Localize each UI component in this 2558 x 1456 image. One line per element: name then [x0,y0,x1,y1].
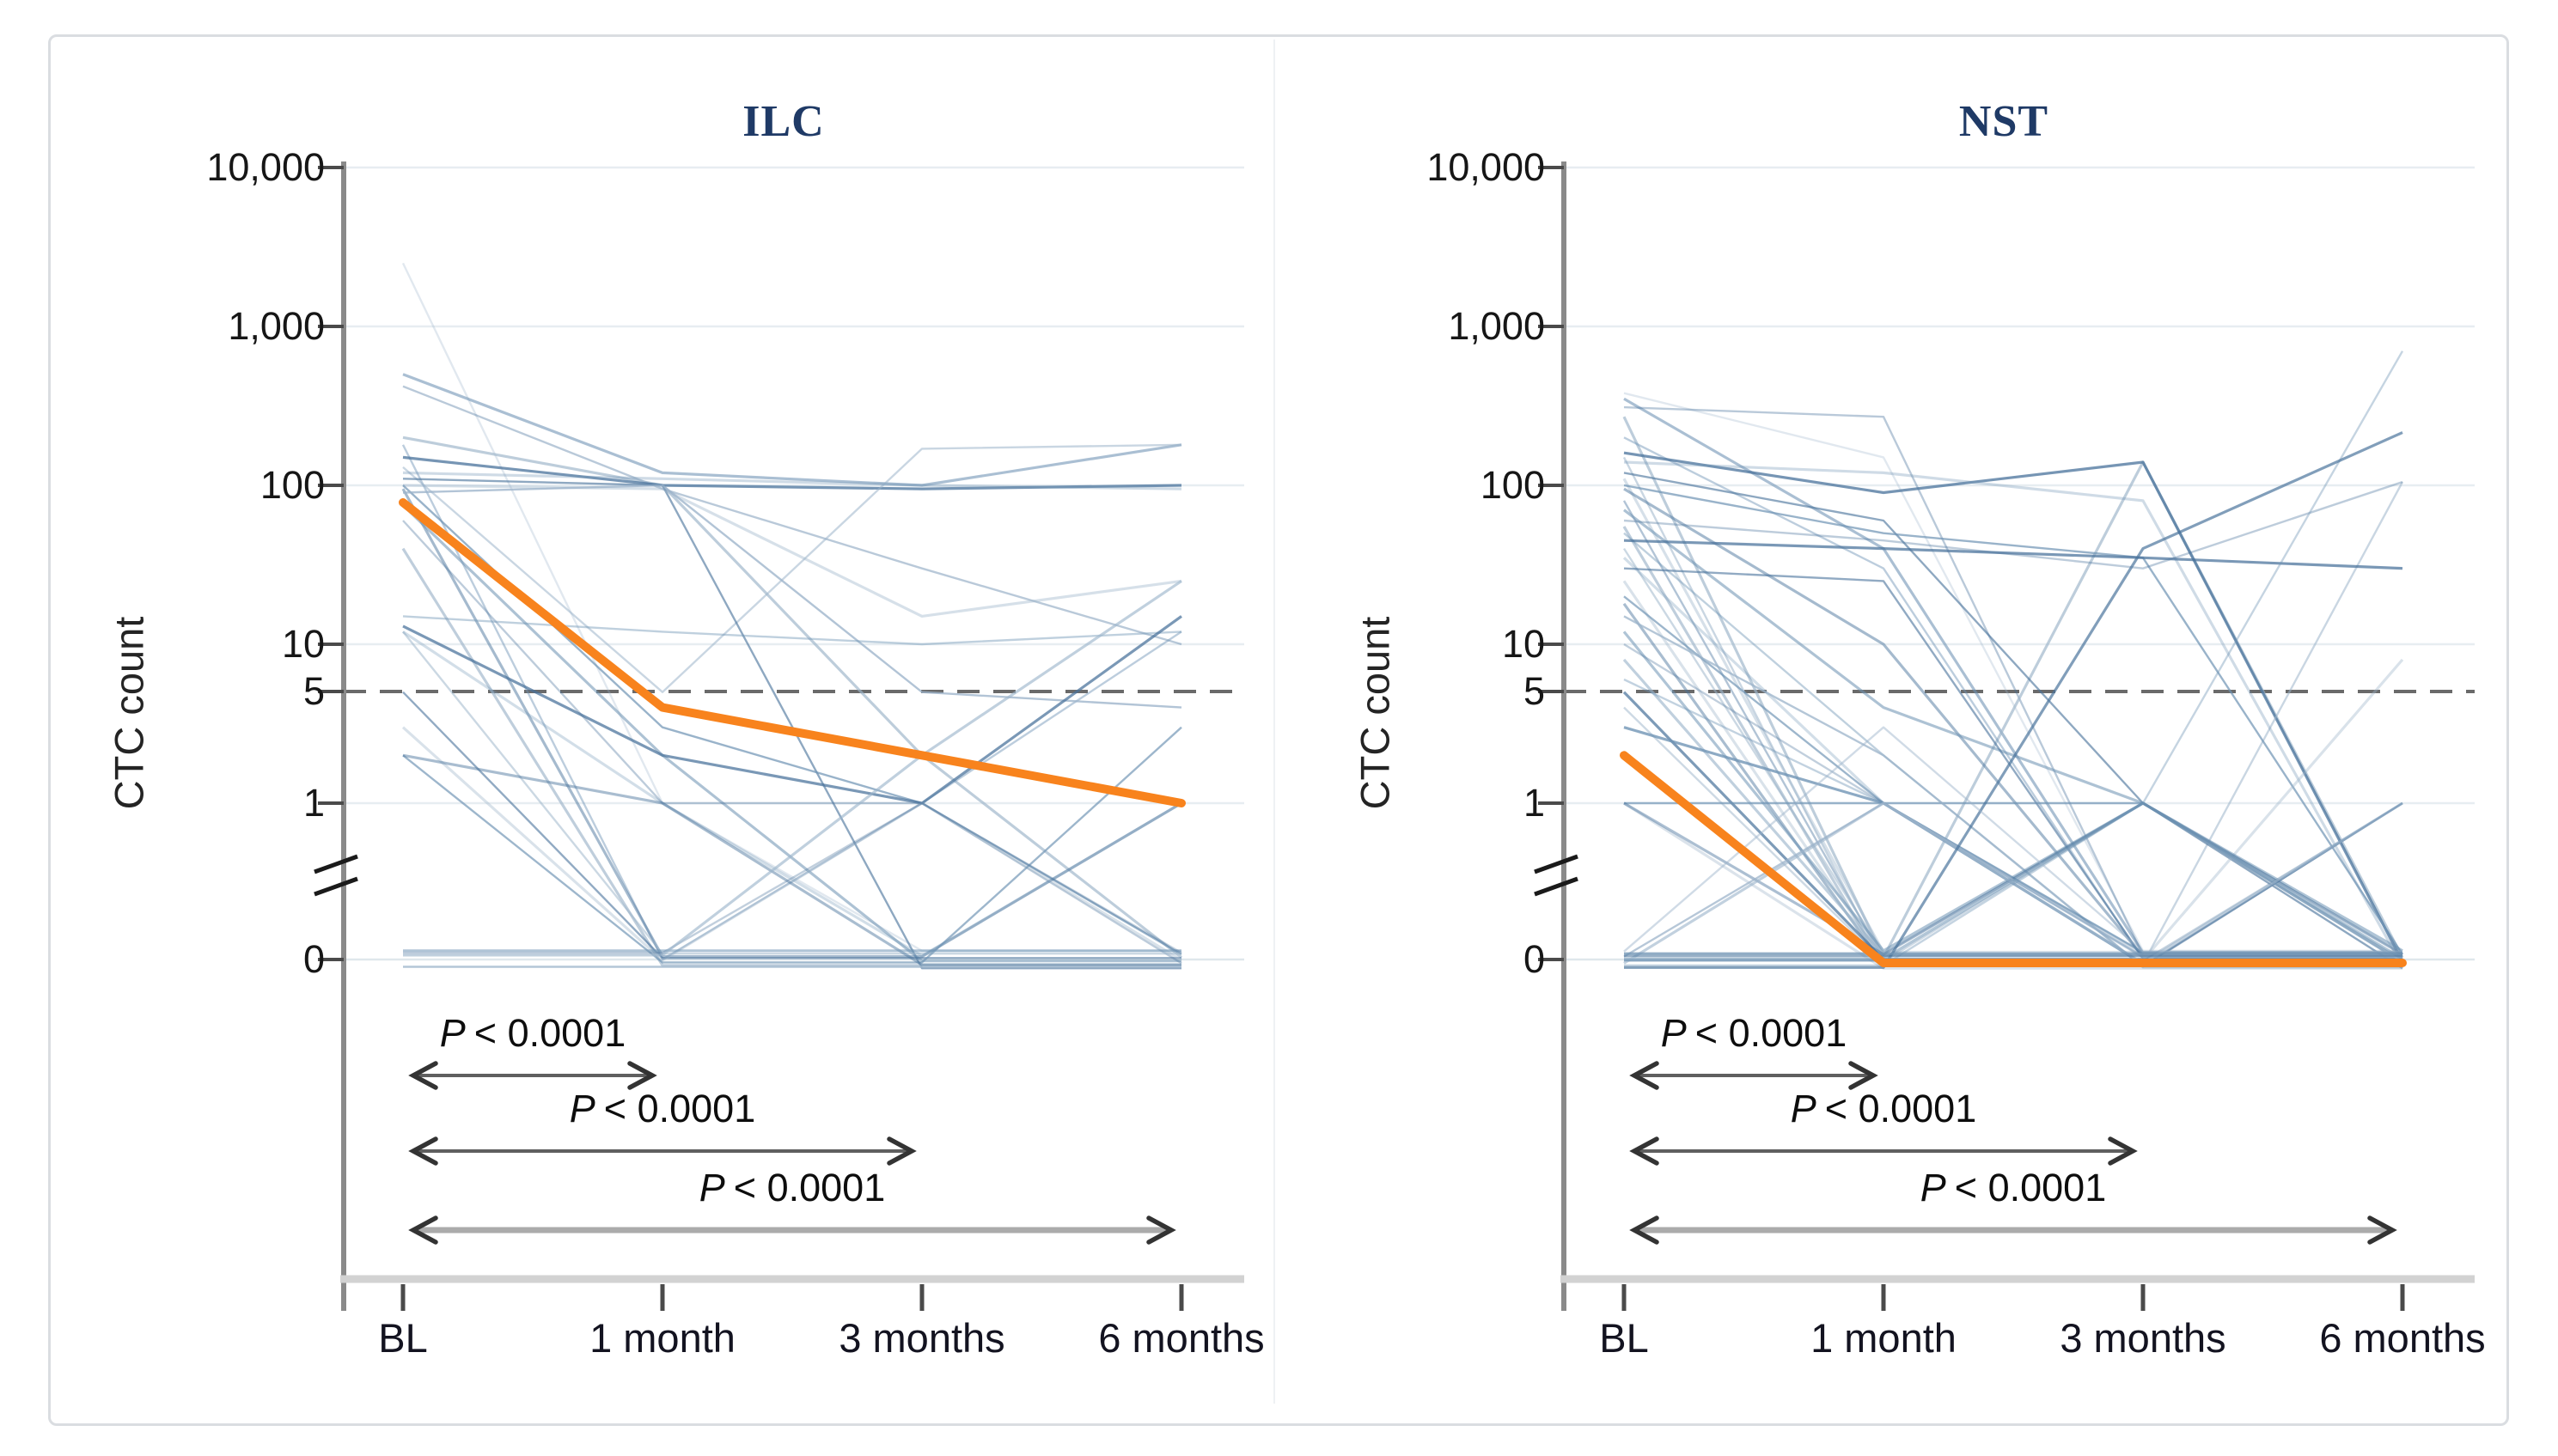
patient-line [402,520,1182,965]
patient-line [402,385,1182,646]
patient-line [403,580,1182,957]
p-value-text: < 0.0001 [1824,1087,1977,1130]
p-value-label: P < 0.0001 [327,1008,739,1058]
p-value-label: P < 0.0001 [1548,1008,1960,1058]
patient-line [401,726,1182,962]
patient-line [401,503,1181,963]
y-tick-label: 1 [302,781,325,825]
p-symbol: P [1660,1011,1687,1055]
p-value-text: < 0.0001 [1694,1011,1847,1055]
y-tick-label-threshold: 5 [1523,669,1545,713]
panel-separator [1273,40,1275,1404]
y-tick-label: 1,000 [1448,304,1545,348]
patient-line [402,436,1182,959]
patient-line [1624,801,2402,953]
panel-title-ilc: ILC [742,97,825,146]
p-value-label: P < 0.0001 [586,1163,998,1213]
x-tick-label-6months: 6 months [1098,1315,1265,1361]
patient-line [1623,472,2403,970]
p-value-text: < 0.0001 [733,1166,886,1209]
y-tick-label: 1,000 [228,304,325,348]
patient-line [1623,595,2403,964]
patient-line [403,801,1182,954]
patient-line [402,471,1182,490]
y-tick-label: 1 [1523,781,1545,825]
patient-line [401,547,1181,967]
y-tick-label: 10,000 [206,145,325,189]
patient-line [402,373,1182,487]
patient-line [1623,801,2402,970]
y-tick-label: 10 [1501,622,1545,666]
patient-line [1622,526,2402,967]
patient-line [1623,706,2403,963]
x-tick-label-3months: 3 months [839,1315,1005,1361]
axis-break-mark [314,854,358,874]
patient-line [1624,801,2403,960]
y-tick-label-threshold: 5 [302,669,325,713]
patient-line [402,753,1181,966]
patient-line [402,631,1181,955]
median-line [1620,751,2407,967]
p-value-label: P < 0.0001 [456,1084,869,1134]
y-tick-label: 100 [1480,463,1545,507]
p-value-text: < 0.0001 [1954,1166,2107,1209]
patient-line [402,484,1182,709]
patient-line [1623,460,2404,967]
p-value-label: P < 0.0001 [1677,1084,2090,1134]
patient-line [402,455,1182,490]
patient-line [1623,726,2402,953]
patient-line [1623,451,2404,963]
y-tick-label: 100 [259,463,325,507]
p-symbol: P [1790,1087,1816,1130]
p-value-text: < 0.0001 [603,1087,756,1130]
patient-line [402,615,1182,646]
p-value-text: < 0.0001 [473,1011,626,1055]
patient-line [1623,392,2402,953]
patient-line [402,691,1181,959]
x-tick-label-bl: BL [1599,1315,1649,1361]
panel-nst [1534,161,2475,1311]
patient-line [402,478,1181,970]
patient-line [402,443,1182,693]
panel-ilc [314,161,1244,1311]
x-tick-label-1month: 1 month [1810,1315,1957,1361]
patient-line [1624,431,2403,969]
patient-line [1623,801,2403,965]
median-line [399,498,1186,807]
patient-line [402,615,1182,805]
y-tick-label: 0 [1523,937,1545,981]
axis-break-mark [1534,876,1578,897]
patient-line [402,726,1182,964]
patient-line [1623,405,2402,957]
patient-line [402,631,1182,958]
patient-line [1623,567,2402,959]
patient-line [401,488,1182,959]
patient-line [401,444,1182,961]
patient-line [402,484,1182,618]
patient-line [1623,484,2404,955]
axis-break-mark [314,876,358,897]
patient-line [1623,539,2403,570]
p-symbol: P [699,1166,725,1209]
patient-line [1624,350,2404,967]
patient-line [1623,678,2402,959]
y-tick-label: 0 [302,937,325,981]
x-tick-label-3months: 3 months [2060,1315,2226,1361]
p-symbol: P [1920,1166,1946,1209]
x-tick-label-1month: 1 month [589,1315,736,1361]
p-symbol: P [439,1011,466,1055]
p-symbol: P [569,1087,595,1130]
y-tick-label: 10,000 [1426,145,1545,189]
x-tick-label-6months: 6 months [2319,1315,2486,1361]
y-tick-label: 10 [281,622,325,666]
axis-break-mark [1534,854,1578,874]
panel-title-nst: NST [1958,97,2049,146]
figure-border [48,34,2509,1426]
x-tick-label-bl: BL [378,1315,428,1361]
p-value-label: P < 0.0001 [1807,1163,2219,1213]
